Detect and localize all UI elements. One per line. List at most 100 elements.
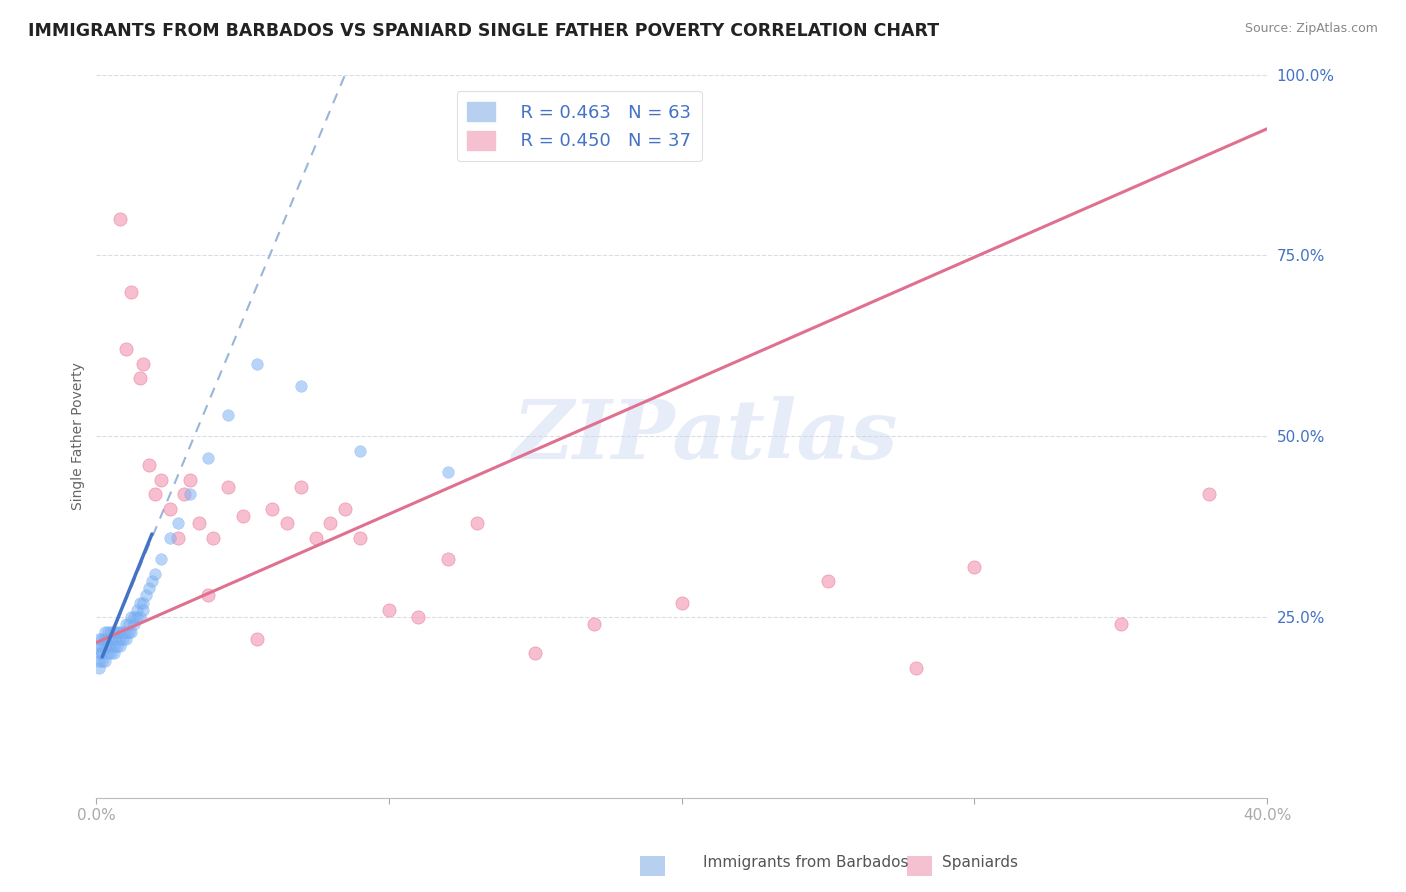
Point <box>127 610 149 624</box>
Point <box>114 343 136 357</box>
Point <box>127 603 149 617</box>
Point <box>89 646 111 660</box>
Point <box>91 654 114 668</box>
Point <box>108 639 131 653</box>
Point <box>260 501 283 516</box>
Legend:   R = 0.463   N = 63,   R = 0.450   N = 37: R = 0.463 N = 63, R = 0.450 N = 37 <box>457 91 702 161</box>
Point <box>103 632 125 646</box>
Point <box>97 646 120 660</box>
Point <box>108 212 131 227</box>
Point <box>1109 617 1132 632</box>
Point <box>111 632 134 646</box>
Point <box>108 624 131 639</box>
Point <box>276 516 298 530</box>
Point <box>97 639 120 653</box>
Point <box>232 508 254 523</box>
Point <box>167 516 190 530</box>
Point <box>121 610 143 624</box>
Point <box>246 357 269 371</box>
Text: IMMIGRANTS FROM BARBADOS VS SPANIARD SINGLE FATHER POVERTY CORRELATION CHART: IMMIGRANTS FROM BARBADOS VS SPANIARD SIN… <box>28 22 939 40</box>
Point <box>319 516 342 530</box>
Point <box>436 466 458 480</box>
Point <box>124 617 146 632</box>
Point <box>197 589 219 603</box>
Point <box>129 610 152 624</box>
Point <box>114 617 136 632</box>
Point <box>105 639 128 653</box>
Y-axis label: Single Father Poverty: Single Father Poverty <box>72 362 86 510</box>
Point <box>121 624 143 639</box>
Point <box>103 646 125 660</box>
Point <box>197 450 219 465</box>
Point <box>963 559 986 574</box>
Point <box>159 531 181 545</box>
Point <box>149 552 172 566</box>
Point <box>91 639 114 653</box>
Point <box>89 661 111 675</box>
Point <box>349 443 371 458</box>
Point <box>187 516 209 530</box>
Point <box>817 574 839 588</box>
Text: Source: ZipAtlas.com: Source: ZipAtlas.com <box>1244 22 1378 36</box>
Point <box>97 632 120 646</box>
Point <box>91 646 114 660</box>
Point <box>103 624 125 639</box>
Point <box>179 473 201 487</box>
Point <box>121 285 143 299</box>
Point <box>904 661 927 675</box>
Point <box>132 596 155 610</box>
Point <box>246 632 269 646</box>
Text: Immigrants from Barbados: Immigrants from Barbados <box>703 855 908 870</box>
Point <box>97 624 120 639</box>
Point <box>179 487 201 501</box>
Point <box>108 632 131 646</box>
Point <box>582 617 605 632</box>
Point <box>91 646 114 660</box>
Point <box>378 603 401 617</box>
Point <box>141 574 163 588</box>
Point <box>100 632 122 646</box>
Point <box>117 617 139 632</box>
Point <box>138 458 160 473</box>
Point <box>173 487 195 501</box>
Point <box>217 480 239 494</box>
Point <box>111 624 134 639</box>
Point <box>129 596 152 610</box>
Point <box>408 610 430 624</box>
Point <box>290 378 312 392</box>
Point <box>103 639 125 653</box>
Point <box>149 473 172 487</box>
Point <box>333 501 356 516</box>
Point <box>94 632 117 646</box>
Point <box>135 589 157 603</box>
Point <box>89 639 111 653</box>
Point <box>129 371 152 385</box>
Point <box>349 531 371 545</box>
Point <box>91 632 114 646</box>
Point <box>114 632 136 646</box>
Point <box>100 624 122 639</box>
Point <box>436 552 458 566</box>
Point <box>671 596 693 610</box>
Point <box>305 531 328 545</box>
Point <box>114 624 136 639</box>
Point <box>167 531 190 545</box>
Point <box>524 646 547 660</box>
Point <box>1198 487 1220 501</box>
Point <box>124 610 146 624</box>
Text: Spaniards: Spaniards <box>942 855 1018 870</box>
Point <box>100 646 122 660</box>
Point <box>138 581 160 595</box>
Point <box>202 531 225 545</box>
Point <box>217 408 239 422</box>
Point <box>143 487 166 501</box>
Point <box>159 501 181 516</box>
Point <box>94 624 117 639</box>
Point <box>132 603 155 617</box>
Point <box>105 624 128 639</box>
Text: ZIPatlas: ZIPatlas <box>512 396 898 476</box>
Point <box>290 480 312 494</box>
Point <box>94 654 117 668</box>
Point <box>117 624 139 639</box>
Point <box>132 357 155 371</box>
